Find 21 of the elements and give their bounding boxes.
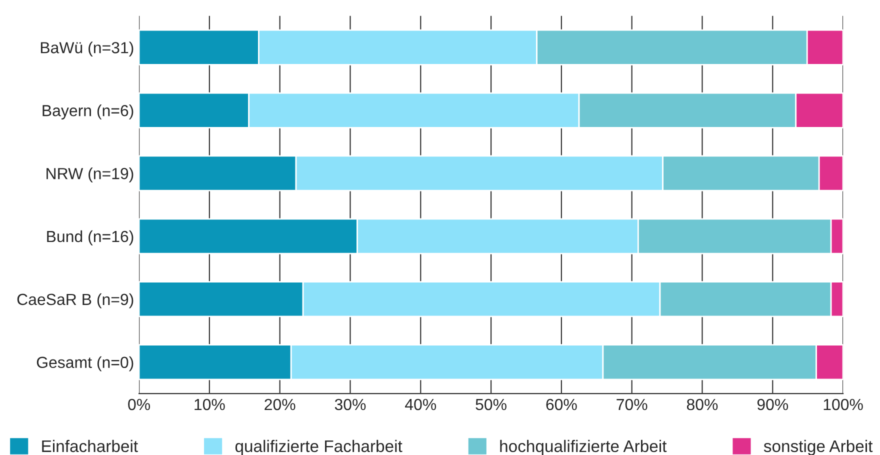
x-tick-label: 70%	[616, 398, 648, 410]
x-tick-label: 60%	[546, 398, 577, 410]
x-tick-label: 20%	[264, 398, 296, 410]
x-tick-label: 90%	[757, 398, 788, 410]
x-tick-label: 50%	[476, 398, 506, 410]
legend-label: Einfacharbeit	[42, 440, 138, 452]
x-tick-label: 10%	[194, 398, 225, 410]
y-tick-label: BaWü (n=31)	[40, 42, 134, 56]
x-tick-label: 0%	[128, 398, 150, 410]
legend-label: sonstige Arbeit	[764, 440, 873, 455]
x-tick-label: 30%	[334, 398, 366, 410]
y-tick-label: NRW (n=19)	[46, 167, 134, 182]
legend-label: hochqualifizierte Arbeit	[500, 440, 667, 455]
y-tick-label: Gesamt (n=0)	[36, 356, 134, 372]
x-tick-label: 40%	[405, 398, 436, 410]
legend-label: qualifizierte Facharbeit	[235, 440, 402, 455]
x-tick-label: 100%	[824, 398, 863, 410]
x-tick-label: 80%	[686, 398, 718, 410]
y-tick-label: Bayern (n=6)	[42, 104, 134, 120]
y-tick-label: CaeSaR B (n=9)	[17, 293, 134, 308]
y-tick-label: Bund (n=16)	[47, 230, 134, 246]
